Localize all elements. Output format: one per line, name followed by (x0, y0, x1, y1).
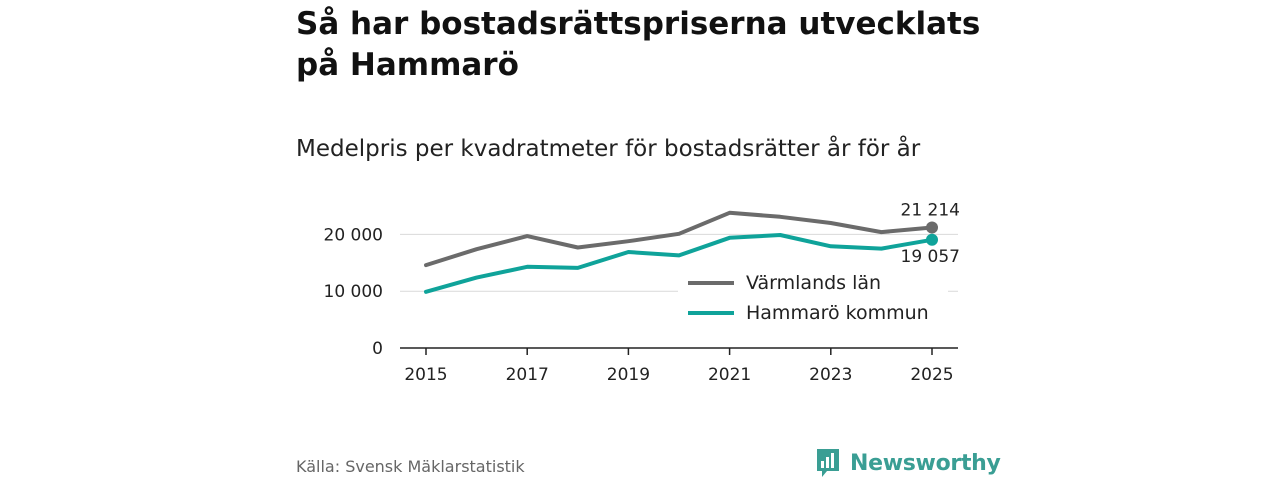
x-tick-label: 2019 (607, 365, 650, 385)
series-line-hammaro (424, 233, 934, 294)
legend-label: Värmlands län (746, 272, 881, 294)
x-tick-label: 2017 (506, 365, 549, 385)
x-tick-label: 2021 (708, 365, 751, 385)
y-tick-label: 0 (372, 339, 383, 359)
end-value-label: 19 057 (901, 247, 960, 267)
y-tick-label: 10 000 (324, 282, 383, 302)
legend-label: Hammarö kommun (746, 302, 929, 324)
source-note: Källa: Svensk Mäklarstatistik (296, 457, 525, 476)
newsworthy-logo: Newsworthy (815, 446, 1001, 480)
legend-background (678, 266, 948, 330)
end-point-marker (926, 221, 938, 234)
chart-title: Så har bostadsrättspriserna utvecklats p… (296, 6, 981, 83)
newsworthy-logo-icon (817, 449, 839, 477)
series-line-varmland (424, 210, 934, 268)
y-tick-label: 20 000 (324, 225, 383, 245)
x-tick-label: 2015 (404, 365, 447, 385)
end-point-marker (926, 233, 938, 246)
chart-subtitle: Medelpris per kvadratmeter för bostadsrä… (296, 136, 921, 162)
end-value-label: 21 214 (901, 201, 960, 221)
x-tick-label: 2023 (809, 365, 852, 385)
brand-name: Newsworthy (850, 450, 1001, 476)
x-tick-label: 2025 (910, 365, 953, 385)
